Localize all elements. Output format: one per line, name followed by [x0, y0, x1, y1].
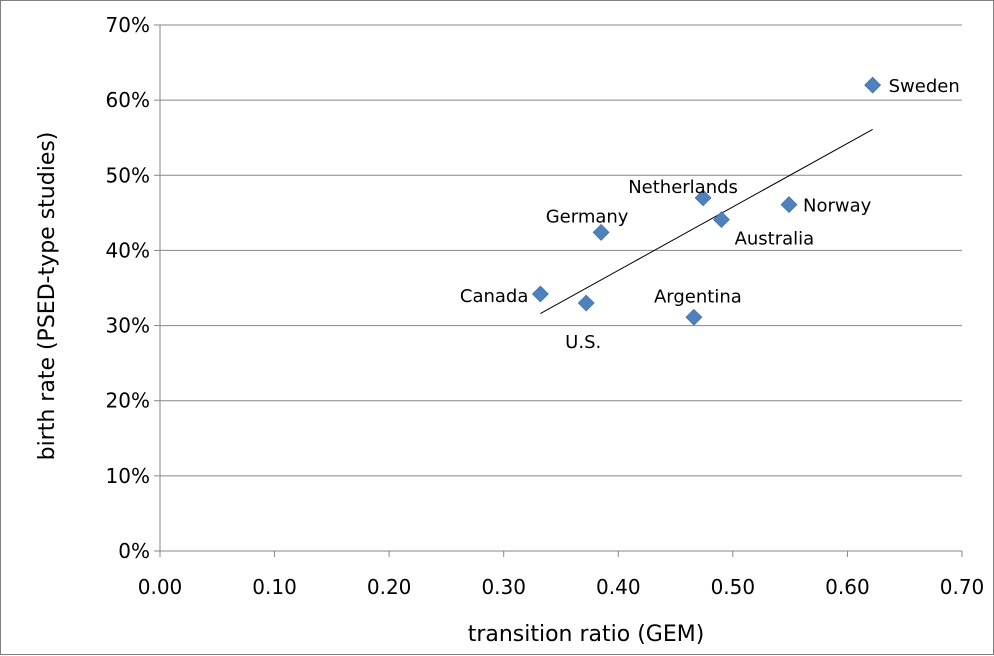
data-point-marker — [592, 223, 610, 241]
gridlines — [160, 24, 962, 477]
x-tick-label: 0.70 — [940, 575, 985, 599]
x-tick-label: 0.50 — [711, 575, 756, 599]
data-point-marker — [780, 196, 798, 214]
data-point-marker — [685, 308, 703, 326]
x-axis-title: transition ratio (GEM) — [468, 622, 705, 647]
axes: 0% 10% 20% 30% 40% 50% 60% 70% 0.00 0.10 0.20 0.30 0… — [106, 13, 985, 599]
data-point-marker — [694, 189, 712, 207]
x-tick-label: 0.30 — [481, 575, 526, 599]
x-tick-label: 0.40 — [596, 575, 641, 599]
data-points — [531, 76, 882, 326]
x-tick-label: 0.20 — [367, 575, 412, 599]
data-point-marker — [577, 294, 595, 312]
y-tick-label: 0% — [118, 539, 150, 563]
y-tick-label: 30% — [106, 314, 150, 338]
y-tick-label: 20% — [106, 389, 150, 413]
data-point-label: Germany — [546, 206, 629, 227]
trendline — [540, 129, 873, 314]
trendline-layer — [540, 129, 873, 314]
y-tick-label: 50% — [106, 163, 150, 187]
data-point-marker — [864, 76, 882, 94]
data-point-label: Argentina — [654, 286, 742, 307]
data-point-marker — [712, 211, 730, 229]
data-point-label: U.S. — [565, 332, 601, 353]
data-point-label: Sweden — [889, 76, 960, 97]
data-point-label: Canada — [460, 286, 529, 307]
point-labels: Canada U.S. Germany Argentina Netherlands Aus… — [460, 76, 960, 353]
x-tick-label: 0.00 — [138, 575, 183, 599]
data-point-label: Norway — [803, 196, 872, 217]
data-point-label: Australia — [735, 229, 815, 250]
y-tick-label: 70% — [106, 13, 150, 37]
x-tick-label: 0.60 — [825, 575, 870, 599]
y-tick-label: 10% — [106, 464, 150, 488]
y-tick-label: 60% — [106, 88, 150, 112]
y-axis-title: birth rate (PSED-type studies) — [35, 132, 60, 461]
x-tick-label: 0.10 — [252, 575, 297, 599]
y-tick-label: 40% — [106, 238, 150, 262]
data-point-label: Netherlands — [628, 177, 738, 198]
data-point-marker — [531, 285, 549, 303]
